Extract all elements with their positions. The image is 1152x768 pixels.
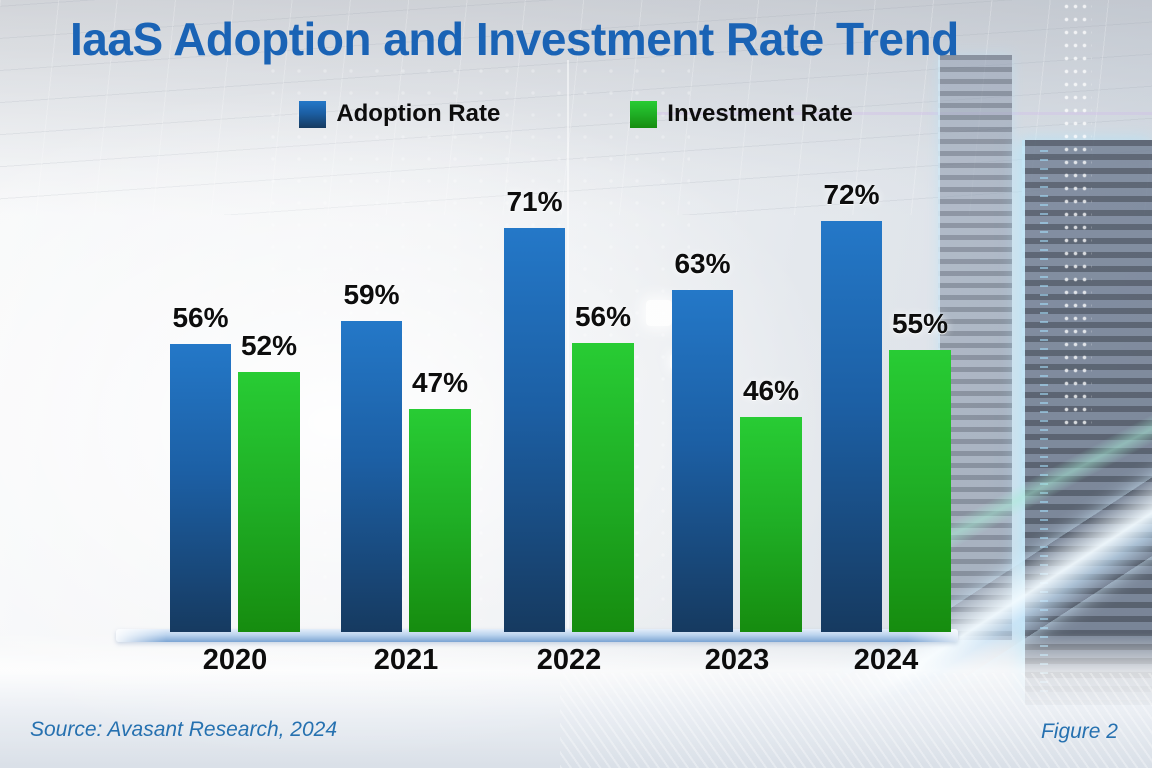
legend: Adoption Rate Investment Rate [0, 100, 1152, 128]
investment-value-label: 56% [574, 301, 632, 332]
source-note: Source: Avasant Research, 2024 [30, 718, 338, 741]
figure-label: Figure 2 [1040, 720, 1118, 743]
adoption-value-label: 56% [172, 302, 229, 333]
adoption-value-label: 71% [506, 186, 563, 217]
adoption-bar [170, 344, 231, 632]
adoption-swatch-icon [299, 100, 327, 128]
investment-bar [238, 372, 300, 632]
investment-bar [572, 343, 634, 632]
legend-item-investment: Investment Rate [630, 100, 853, 128]
adoption-bar [341, 321, 402, 632]
investment-value-label: 52% [240, 330, 298, 361]
investment-bar [409, 409, 471, 632]
adoption-bar [672, 290, 733, 632]
x-tick-label: 2022 [536, 644, 602, 676]
investment-swatch-icon [630, 100, 658, 128]
investment-value-label: 46% [742, 375, 800, 406]
x-tick-label: 2023 [704, 644, 770, 676]
x-tick-label: 2020 [202, 644, 268, 676]
adoption-value-label: 59% [343, 279, 400, 310]
adoption-bar [821, 221, 882, 632]
adoption-legend-label: Adoption Rate [336, 100, 501, 127]
adoption-value-label: 63% [674, 248, 731, 279]
investment-value-label: 55% [891, 308, 949, 339]
x-axis-line [116, 629, 958, 642]
x-tick-label: 2021 [373, 644, 439, 676]
x-tick-label: 2024 [853, 644, 919, 676]
investment-bar [889, 350, 951, 632]
investment-legend-label: Investment Rate [667, 100, 853, 127]
legend-item-adoption: Adoption Rate [299, 100, 500, 128]
chart-title: IaaS Adoption and Investment Rate Trend [70, 13, 959, 65]
adoption-value-label: 72% [823, 179, 880, 210]
adoption-bar [504, 228, 565, 632]
investment-value-label: 47% [411, 367, 469, 398]
investment-bar [740, 417, 802, 632]
